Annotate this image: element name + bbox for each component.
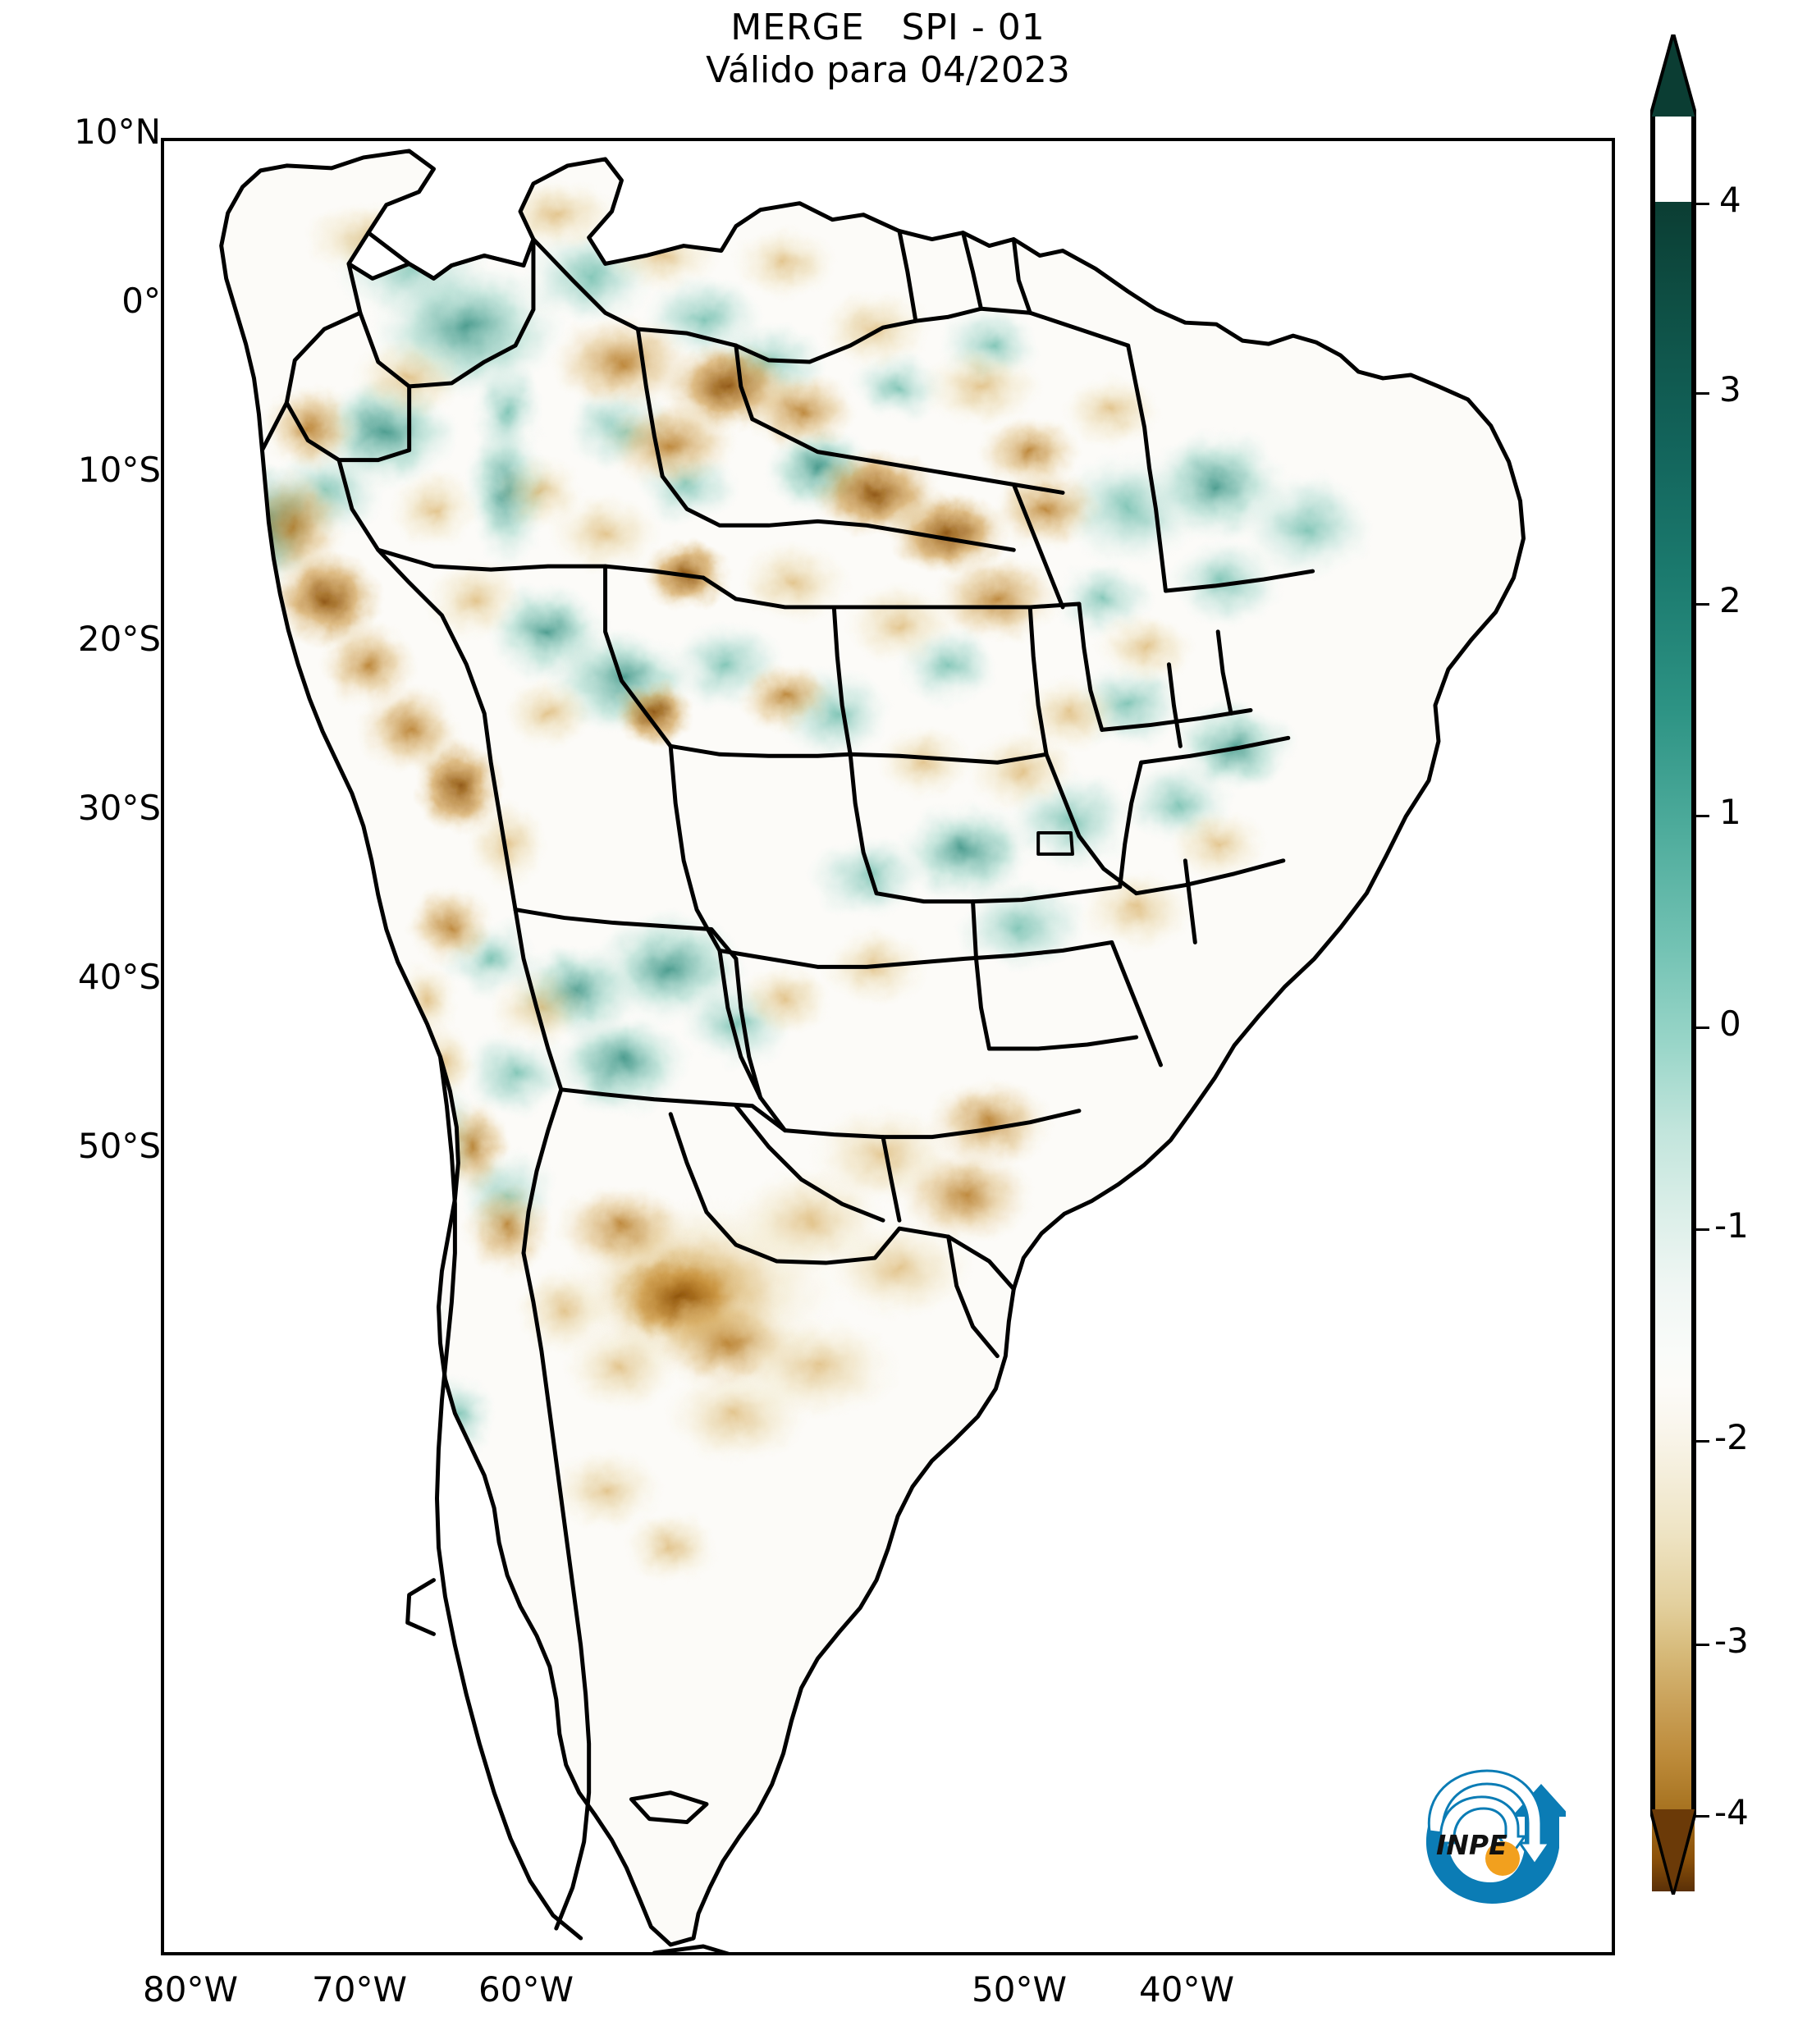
x-tick-label-80W: 80°W — [143, 1969, 238, 2010]
spi-choropleth-map — [219, 149, 1526, 1952]
colorbar-tick-label-4: 4 — [1719, 180, 1741, 220]
colorbar-tickmark-1 — [1695, 815, 1709, 817]
colorbar-tick-label-3: 3 — [1719, 369, 1741, 409]
y-tick-label-30S: 30°S — [77, 788, 161, 828]
x-tick-label-70W: 70°W — [312, 1969, 407, 2010]
colorbar-tickmark-m1 — [1695, 1228, 1709, 1231]
y-tick-label-10S: 10°S — [77, 450, 161, 490]
page-title: MERGE SPI - 01 — [730, 7, 1045, 48]
y-tick-label-0: 0° — [121, 281, 161, 321]
colorbar-bottom-arrow — [1652, 1809, 1695, 1891]
colorbar[interactable] — [1650, 34, 1696, 1974]
logo-text: INPE — [1436, 1829, 1507, 1861]
spi-field — [221, 150, 1524, 1946]
country-borders — [219, 149, 1526, 1952]
x-tick-label-60W: 60°W — [478, 1969, 574, 2010]
dry-anomaly-blobs — [241, 177, 1267, 1928]
logo-inner-loop — [1439, 1795, 1527, 1857]
colorbar-tickmark-m4 — [1695, 1815, 1709, 1818]
y-tick-label-40S: 40°S — [77, 957, 161, 997]
chart-title-block: MERGE SPI - 01 Válido para 04/2023 — [161, 7, 1615, 92]
colorbar-tick-label-m1: -1 — [1714, 1205, 1749, 1246]
colorbar-tickmark-3 — [1695, 392, 1709, 395]
colorbar-tick-label-1: 1 — [1719, 792, 1741, 832]
y-tick-label-20S: 20°S — [77, 619, 161, 659]
colorbar-tick-label-m4: -4 — [1714, 1792, 1749, 1832]
colorbar-top-arrow — [1652, 39, 1695, 117]
logo-orange-dot — [1485, 1841, 1520, 1876]
x-tick-label-40W: 40°W — [1139, 1969, 1234, 2010]
inpe-logo: INPE — [1426, 1769, 1566, 1904]
logo-outer-loop — [1427, 1769, 1552, 1867]
y-tick-label-50S: 50°S — [77, 1126, 161, 1166]
colorbar-tick-label-m3: -3 — [1714, 1621, 1749, 1661]
colorbar-tickmark-4 — [1695, 203, 1709, 205]
colorbar-tick-label-2: 2 — [1719, 580, 1741, 620]
x-tick-label-50W: 50°W — [972, 1969, 1067, 2010]
colorbar-tickmark-m2 — [1695, 1440, 1709, 1443]
colorbar-tickmark-m3 — [1695, 1644, 1709, 1646]
y-tick-label-10N: 10°N — [74, 112, 161, 152]
colorbar-gradient — [1652, 202, 1695, 1891]
colorbar-tick-label-0: 0 — [1719, 1004, 1741, 1044]
colorbar-tickmark-0 — [1695, 1027, 1709, 1029]
colorbar-tick-label-m2: -2 — [1714, 1417, 1749, 1457]
colorbar-tickmark-2 — [1695, 603, 1709, 606]
page-subtitle: Válido para 04/2023 — [706, 49, 1070, 91]
map-plot-area[interactable] — [161, 138, 1615, 1955]
colorbar-body — [1652, 202, 1695, 1891]
